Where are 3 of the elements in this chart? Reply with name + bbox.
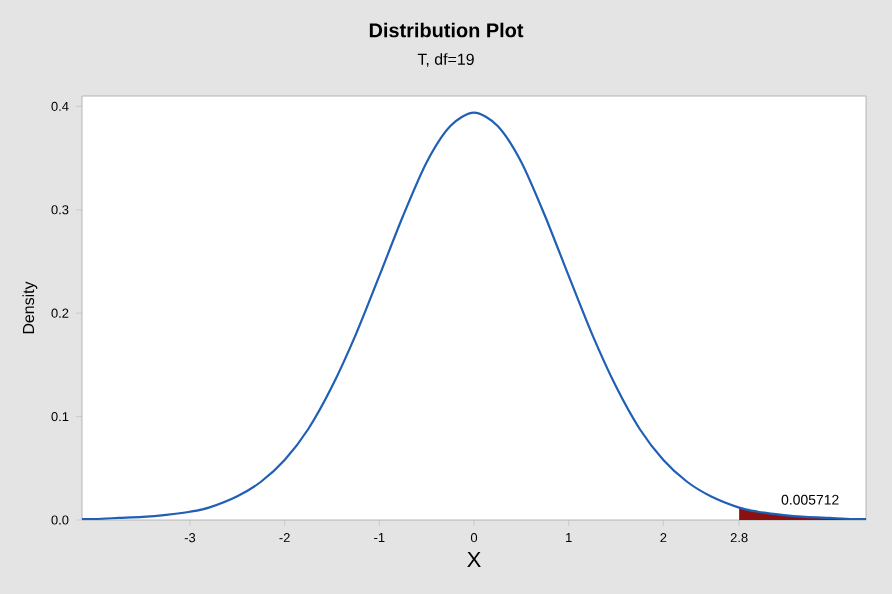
x-axis-title: X <box>467 551 481 567</box>
chart-title: Distribution Plot <box>369 22 524 38</box>
line-series <box>82 111 867 521</box>
